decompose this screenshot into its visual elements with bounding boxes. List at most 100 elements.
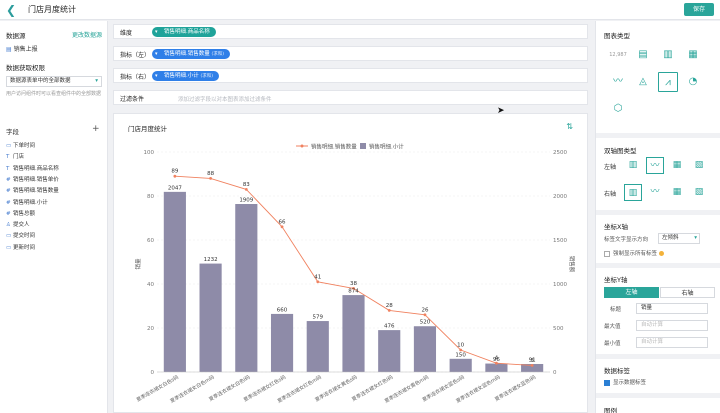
line-point — [495, 361, 498, 365]
left-axis-title: 销量 — [134, 258, 142, 270]
dimension-row[interactable]: 维度 ▾ 销售明细.商品名称 — [113, 24, 588, 39]
metric-right-pill[interactable]: ▾ 销售明细.小计 (求和) — [152, 71, 220, 81]
left-axis-grouped-bar-icon[interactable]: ▦ — [672, 160, 682, 170]
save-button[interactable]: 保存 — [684, 3, 714, 16]
table-chart-icon[interactable]: ▤ — [638, 49, 648, 60]
text-icon: T — [6, 165, 10, 172]
line-chart-icon[interactable]: 〰 — [613, 76, 623, 87]
permission-heading: 数据获取权限 — [6, 64, 45, 72]
text-icon: T — [6, 154, 10, 161]
divider — [596, 133, 720, 138]
line-value-label: 83 — [243, 182, 250, 188]
divider — [596, 210, 720, 215]
right-axis-line-icon[interactable]: 〰 — [650, 187, 660, 197]
dimension-pill[interactable]: ▾ 销售明细.商品名称 — [152, 27, 216, 37]
y-axis-left-tab[interactable]: 左轴 — [604, 287, 659, 298]
bar — [378, 330, 401, 372]
field-item[interactable]: ♙ 提交人 — [6, 220, 30, 228]
line-point — [387, 309, 391, 312]
left-axis-stacked-bar-icon[interactable]: ▧ — [694, 160, 704, 170]
bar-value-label: 1232 — [204, 257, 218, 263]
field-item[interactable]: # 销售明细.小计 — [6, 198, 48, 206]
metric-right-label: 指标（右） — [120, 74, 151, 81]
metric-right-row[interactable]: 指标（右） ▾ 销售明细.小计 (求和) — [113, 68, 588, 83]
metric-left-pill[interactable]: ▾ 销售明细.销售数量 (求和) — [152, 49, 231, 59]
right-tick-label: 0 — [553, 370, 557, 376]
right-axis-bar-icon[interactable]: ▥ — [624, 184, 642, 201]
bar — [199, 263, 222, 372]
left-axis-line-icon[interactable]: 〰 — [646, 157, 664, 174]
y-title-input[interactable]: 销量 — [636, 303, 708, 314]
chart-card: 门店月度统计 ⇅ 销售明细.销售数量 销售明细.小计 2047 1232 1909 66… — [113, 113, 588, 413]
number-chart-icon[interactable]: 12,987 — [609, 52, 627, 58]
grouped-bar-chart-icon[interactable]: ▦ — [688, 49, 698, 60]
metric-right-pill-label: 销售明细.小计 — [164, 73, 199, 79]
bar — [413, 326, 437, 372]
number-icon: # — [6, 188, 11, 195]
y-min-input[interactable]: 自动计算 — [636, 337, 708, 348]
bar-value-label: 660 — [277, 307, 288, 313]
field-item-label: 更新时间 — [13, 244, 36, 251]
bar-chart-icon[interactable]: ▥ — [663, 49, 673, 60]
bar — [270, 313, 294, 372]
right-axis-stacked-bar-icon[interactable]: ▧ — [694, 187, 704, 197]
y-max-input[interactable]: 自动计算 — [636, 320, 708, 331]
add-field-icon[interactable]: + — [92, 124, 100, 134]
field-item[interactable]: ▭ 提交时间 — [6, 231, 35, 239]
bar-value-label: 579 — [313, 315, 324, 321]
bar-value-label: 91 — [529, 357, 536, 363]
left-axis-bar-icon[interactable]: ▥ — [628, 160, 638, 170]
right-axis-grouped-bar-icon[interactable]: ▦ — [672, 187, 682, 197]
datasource-item-label: 销售上报 — [13, 46, 38, 53]
line-value-label: 3 — [530, 358, 534, 364]
left-tick-label: 80 — [147, 194, 154, 200]
metric-left-row[interactable]: 指标（左） ▾ 销售明细.销售数量 (求和) — [113, 46, 588, 61]
chart-type-heading: 图表类型 — [604, 32, 630, 40]
filter-row[interactable]: 过滤条件 添加过滤字段以对本图表添加过滤条件 — [113, 90, 588, 105]
sort-icon[interactable]: ⇅ — [566, 122, 573, 131]
field-item-label: 销售明细.销售数量 — [13, 188, 59, 195]
show-data-labels-checkbox[interactable]: 显示数据标签 — [604, 378, 646, 386]
radar-chart-icon[interactable]: ⬡ — [613, 103, 623, 114]
pie-chart-icon[interactable]: ◔ — [688, 76, 698, 87]
field-item[interactable]: # 销售明细.销售单价 — [6, 175, 59, 183]
left-tick-label: 100 — [144, 150, 155, 156]
divider — [596, 354, 720, 359]
bar — [342, 295, 365, 372]
filter-label: 过滤条件 — [120, 96, 145, 103]
field-item[interactable]: T 门店 — [6, 152, 24, 160]
field-item[interactable]: # 销售总额 — [6, 209, 35, 217]
permission-tip: 用户访问组件时可以看查组件中的全部数据 — [6, 91, 102, 97]
field-item[interactable]: ▭ 下单时间 — [6, 141, 35, 149]
dual-axis-chart-icon[interactable]: ⩘ — [658, 72, 678, 92]
label-direction-select[interactable]: 左倾斜 ▾ — [658, 233, 700, 244]
field-item[interactable]: ▭ 更新时间 — [6, 243, 35, 251]
line-point — [459, 348, 463, 352]
line-value-label: 41 — [314, 274, 321, 280]
field-item-label: 提交人 — [13, 222, 30, 229]
help-icon[interactable] — [659, 251, 665, 256]
permission-select[interactable]: 数据源表单中的全部数据 ▾ — [6, 76, 102, 87]
force-labels-checkbox[interactable]: 强制显示所有标签 — [604, 249, 665, 257]
dual-axis-heading: 双轴图类型 — [604, 147, 637, 155]
dropdown-icon: ▾ — [155, 51, 158, 57]
datasource-item[interactable]: ▤ 销售上报 — [6, 44, 38, 53]
right-panel: 图表类型 12,987 ▤ ▥ ▦ 〰 ◬ ⩘ ◔ ⬡ 双轴图类型 左轴 ▥ 〰 ▦ ▧ 右轴 … — [595, 21, 720, 413]
right-axis-type-label: 右轴 — [604, 191, 617, 198]
metric-left-pill-label: 销售明细.销售数量 — [164, 51, 210, 57]
bar-value-label: 520 — [420, 320, 431, 326]
left-tick-label: 60 — [147, 238, 154, 244]
x-axis-heading: 坐标X轴 — [604, 223, 628, 231]
field-item[interactable]: T 销售明细.商品名称 — [6, 164, 59, 172]
field-item-label: 下单时间 — [13, 143, 36, 149]
back-arrow-icon[interactable]: ❮ — [6, 3, 17, 17]
field-item[interactable]: # 销售明细.销售数量 — [6, 186, 59, 194]
number-icon: # — [6, 176, 11, 183]
right-tick-label: 2000 — [553, 194, 567, 200]
area-chart-icon[interactable]: ◬ — [639, 76, 647, 87]
change-datasource-link[interactable]: 更改数据源 — [71, 32, 102, 39]
calendar-icon: ▭ — [6, 244, 12, 251]
y-axis-right-tab[interactable]: 右轴 — [660, 287, 715, 298]
line-point — [423, 313, 427, 317]
field-item-label: 销售明细.商品名称 — [13, 165, 59, 172]
